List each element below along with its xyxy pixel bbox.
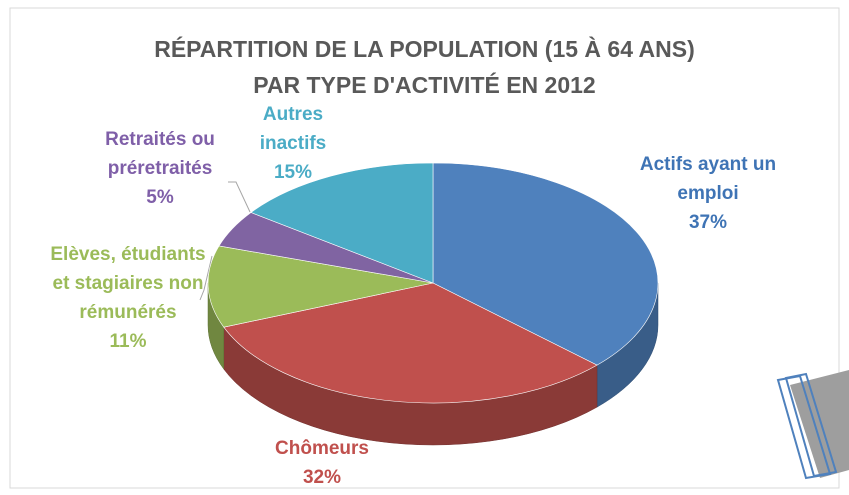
leader-line (199, 255, 213, 301)
data-label: Retraités ou préretraités (105, 129, 215, 179)
slice (250, 162, 434, 284)
slice (223, 282, 598, 404)
slice (432, 162, 659, 366)
data-label-value: 37% (688, 212, 728, 233)
data-label: Actifs ayant un emploi (639, 154, 777, 204)
data-label-value: 15% (273, 162, 313, 183)
decoration (776, 370, 849, 480)
chart-title: RÉPARTITION DE LA POPULATION (15 À 64 AN… (154, 36, 695, 62)
chart-title: PAR TYPE D'ACTIVITÉ EN 2012 (253, 72, 596, 98)
data-label-value: 5% (146, 187, 174, 208)
data-label-value: 11% (109, 331, 147, 352)
data-label-value: 32% (302, 467, 342, 488)
data-label: Autres inactifs (259, 104, 327, 154)
data-label: Chômeurs (275, 438, 369, 459)
leader-line (228, 181, 251, 213)
data-label: Elèves, étudiants et stagiaires non rému… (50, 244, 206, 323)
pie (207, 162, 659, 446)
slice (207, 245, 434, 328)
